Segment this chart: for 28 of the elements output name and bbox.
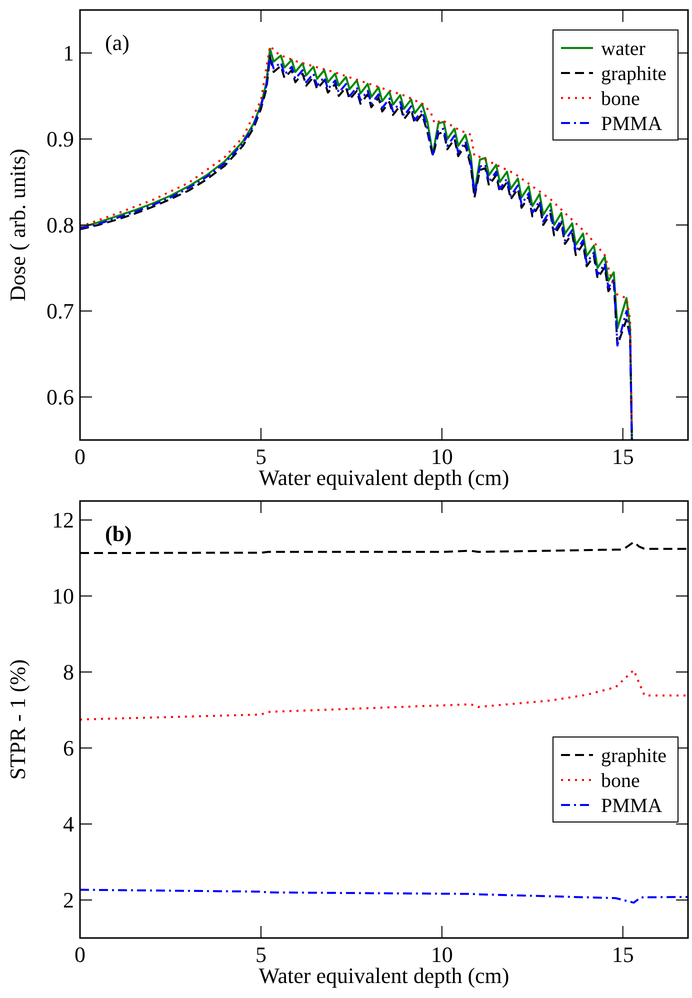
x-tick-label: 15 bbox=[612, 942, 634, 967]
legend-label: PMMA bbox=[601, 795, 663, 817]
legend-label: water bbox=[601, 38, 646, 60]
y-tick-label: 2 bbox=[63, 888, 74, 913]
y-tick-label: 0.9 bbox=[46, 126, 74, 152]
legend-label: graphite bbox=[601, 745, 667, 767]
y-tick-label: 0.6 bbox=[46, 384, 74, 410]
legend-label: graphite bbox=[601, 63, 667, 85]
y-tick-label: 12 bbox=[52, 508, 74, 533]
y-tick-label: 10 bbox=[52, 584, 74, 609]
y-axis-title: STPR - 1 (%) bbox=[5, 659, 30, 780]
legend-label: bone bbox=[601, 88, 640, 110]
y-axis-title: Dose ( arb. units) bbox=[5, 148, 30, 302]
x-tick-label: 0 bbox=[74, 444, 86, 469]
legend-label: bone bbox=[601, 770, 640, 792]
y-tick-label: 4 bbox=[63, 812, 74, 837]
legend-label: PMMA bbox=[601, 113, 663, 135]
annotation: (b) bbox=[105, 521, 132, 546]
y-tick-label: 8 bbox=[63, 660, 74, 685]
x-tick-label: 0 bbox=[74, 942, 86, 967]
y-tick-label: 6 bbox=[63, 736, 74, 761]
y-tick-label: 0.8 bbox=[46, 212, 74, 238]
x-tick-label: 15 bbox=[612, 444, 634, 469]
y-tick-label: 1 bbox=[63, 40, 74, 66]
y-tick-label: 0.7 bbox=[46, 298, 74, 324]
line-series bbox=[80, 888, 688, 904]
annotation: (a) bbox=[105, 30, 130, 55]
line-series bbox=[80, 669, 688, 720]
